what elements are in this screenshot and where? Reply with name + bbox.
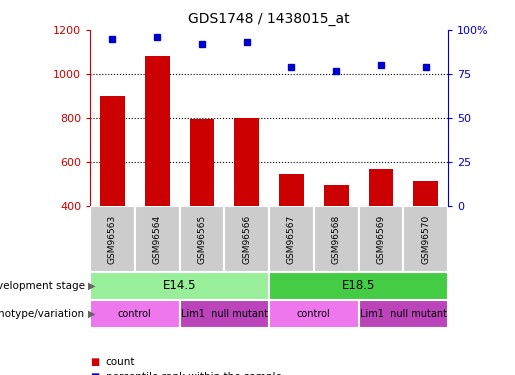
Bar (269, 272, 448, 300)
Bar (369, 169, 393, 206)
Bar (414, 181, 438, 206)
Bar (135, 206, 180, 272)
Bar (90, 206, 135, 272)
Text: genotype/variation: genotype/variation (0, 309, 85, 319)
Text: GSM96568: GSM96568 (332, 214, 341, 264)
Bar (90, 272, 269, 300)
Bar (234, 118, 259, 206)
Text: percentile rank within the sample: percentile rank within the sample (106, 372, 282, 375)
Text: GSM96564: GSM96564 (153, 214, 162, 264)
Text: GSM96566: GSM96566 (242, 214, 251, 264)
Text: E14.5: E14.5 (163, 279, 196, 292)
Text: ■: ■ (90, 357, 99, 367)
Bar (180, 300, 269, 328)
Text: Lim1  null mutant: Lim1 null mutant (360, 309, 447, 319)
Bar (180, 206, 225, 272)
Bar (358, 206, 403, 272)
Bar (90, 300, 180, 328)
Text: GSM96569: GSM96569 (376, 214, 385, 264)
Bar (279, 174, 304, 206)
Bar (190, 119, 214, 206)
Bar (324, 185, 349, 206)
Text: count: count (106, 357, 135, 367)
Title: GDS1748 / 1438015_at: GDS1748 / 1438015_at (188, 12, 350, 26)
Bar (403, 206, 448, 272)
Text: control: control (118, 309, 152, 319)
Text: GSM96563: GSM96563 (108, 214, 117, 264)
Bar (269, 206, 314, 272)
Text: ■: ■ (90, 372, 99, 375)
Text: control: control (297, 309, 331, 319)
Text: GSM96565: GSM96565 (197, 214, 207, 264)
Text: Lim1  null mutant: Lim1 null mutant (181, 309, 268, 319)
Bar (145, 57, 169, 206)
Text: ▶: ▶ (88, 309, 95, 319)
Bar (225, 206, 269, 272)
Text: development stage: development stage (0, 281, 85, 291)
Text: GSM96567: GSM96567 (287, 214, 296, 264)
Text: E18.5: E18.5 (342, 279, 375, 292)
Text: ▶: ▶ (88, 281, 95, 291)
Bar (269, 300, 358, 328)
Bar (100, 96, 125, 206)
Text: GSM96570: GSM96570 (421, 214, 430, 264)
Bar (358, 300, 448, 328)
Bar (314, 206, 358, 272)
